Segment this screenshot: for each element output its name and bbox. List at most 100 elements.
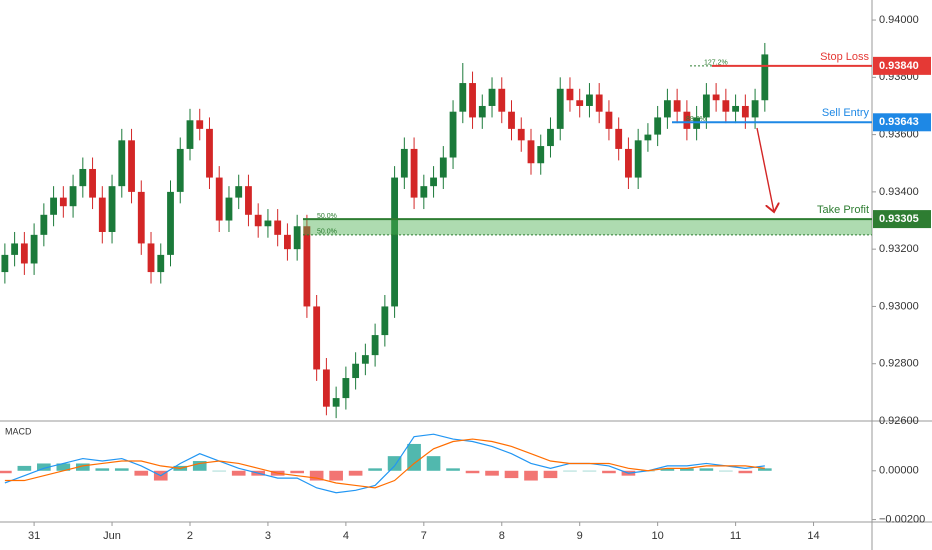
candle-body: [186, 120, 194, 149]
fib-label: 50.0%: [317, 229, 337, 236]
candle-body: [663, 100, 671, 118]
histogram-bar: [680, 468, 694, 471]
histogram-bar: [56, 463, 71, 471]
x-tick-label: 9: [577, 530, 583, 542]
candle-body: [761, 54, 769, 101]
macd-line: [4, 438, 765, 489]
candle-body: [293, 226, 301, 250]
candle-body: [176, 148, 184, 192]
histogram-bar: [329, 470, 343, 481]
candle-body: [128, 140, 135, 192]
candle-body: [430, 177, 437, 187]
candle-body: [59, 197, 67, 207]
candle-body: [449, 111, 457, 158]
candle-body: [576, 100, 584, 106]
x-tick-label: Jun: [103, 530, 121, 542]
histogram-bar: [231, 470, 246, 476]
candle-body: [615, 128, 623, 149]
level-badge-label: 0.93643: [879, 116, 919, 128]
candle-body: [30, 234, 38, 264]
x-tick-label: 11: [730, 530, 741, 542]
candle-body: [498, 88, 506, 112]
histogram-bar: [212, 470, 227, 472]
candle-body: [40, 214, 48, 235]
candle-body: [547, 128, 554, 147]
histogram-bar: [37, 463, 51, 471]
candle-body: [274, 220, 282, 235]
candle-body: [245, 186, 252, 215]
candle-body: [1, 254, 9, 273]
candle-body: [459, 83, 467, 112]
candle-body: [89, 168, 96, 198]
histogram-bar: [290, 470, 304, 474]
candle-body: [420, 186, 428, 198]
candle-body: [537, 146, 545, 164]
candle-body: [137, 191, 145, 244]
candle-body: [654, 117, 662, 135]
candle-body: [98, 197, 106, 232]
histogram-bar: [582, 470, 597, 472]
candle-body: [361, 355, 369, 364]
x-tick-label: 14: [807, 530, 819, 542]
candle-body: [439, 157, 447, 178]
histogram-bar: [192, 461, 207, 471]
candle-body: [410, 148, 418, 198]
histogram-bar: [602, 470, 616, 474]
candle-body: [254, 214, 262, 227]
candle-body: [303, 226, 311, 307]
candle-body: [488, 88, 496, 106]
candle-body: [625, 148, 632, 178]
y-tick-label: 0.93200: [879, 243, 919, 255]
level-badge: [873, 210, 931, 229]
x-tick-label: 4: [343, 530, 349, 542]
histogram-bar: [719, 470, 733, 472]
y-tick-label: 0.00000: [879, 465, 919, 477]
candle-body: [741, 105, 749, 118]
histogram-bar: [563, 470, 577, 472]
candle-body: [50, 197, 57, 215]
y-tick-label: 0.93600: [879, 129, 919, 141]
take-profit-zone: [303, 219, 872, 235]
level-badge-label: 0.93305: [879, 213, 919, 225]
candle-body: [284, 234, 291, 250]
candle-body: [702, 94, 710, 118]
candle-body: [556, 88, 564, 129]
candle-body: [225, 197, 233, 221]
candle-body: [322, 369, 330, 407]
candle-body: [20, 243, 28, 264]
histogram-bar: [0, 470, 12, 474]
level-badge: [873, 56, 931, 75]
histogram-bar: [348, 470, 363, 476]
candle-body: [167, 191, 174, 255]
histogram-bar: [446, 468, 460, 471]
y-tick-label: 0.93000: [879, 300, 919, 312]
candle-body: [527, 140, 535, 164]
target-arrow: [756, 127, 774, 212]
candle-body: [313, 306, 321, 370]
histogram-bar: [485, 470, 499, 476]
candle-body: [634, 140, 642, 178]
candle-body: [595, 94, 603, 112]
candle-body: [722, 100, 730, 112]
x-tick-label: 10: [652, 530, 664, 542]
macd-title: MACD: [5, 426, 32, 436]
candle-body: [712, 94, 720, 101]
candle-body: [332, 398, 340, 407]
y-tick-label: 0.93400: [879, 186, 919, 198]
level-name: Take Profit: [817, 204, 869, 216]
candle-body: [605, 111, 613, 129]
fib-label: 88.6%: [686, 116, 706, 123]
y-tick-label: −0.00200: [879, 513, 925, 525]
candle-body: [517, 128, 525, 141]
histogram-bar: [407, 443, 421, 471]
candle-body: [215, 177, 223, 221]
histogram-bar: [134, 470, 149, 476]
candle-body: [478, 105, 486, 118]
candle-body: [673, 100, 681, 112]
candle-body: [352, 363, 360, 379]
y-tick-label: 0.92800: [879, 358, 919, 370]
level-badge-label: 0.93840: [879, 60, 919, 72]
x-tick-label: 3: [265, 530, 271, 542]
x-tick-label: 8: [499, 530, 505, 542]
